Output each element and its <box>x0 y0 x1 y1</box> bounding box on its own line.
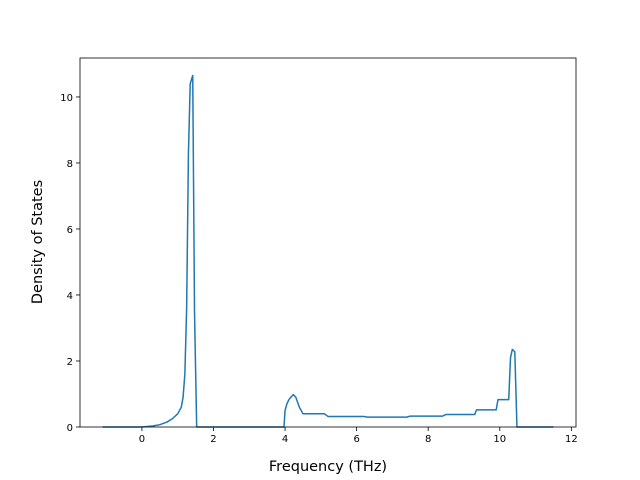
x-axis-label: Frequency (THz) <box>269 459 387 475</box>
plot-frame <box>79 57 577 428</box>
x-tick-label: 10 <box>493 434 506 445</box>
x-tick-label: 0 <box>139 434 145 445</box>
y-tick-label: 2 <box>67 357 73 368</box>
x-tick-label: 4 <box>282 434 288 445</box>
x-tick-label: 8 <box>425 434 431 445</box>
y-tick-label: 10 <box>60 93 73 104</box>
x-tick-label: 2 <box>210 434 216 445</box>
y-axis-label: Density of States <box>30 180 46 304</box>
y-tick-label: 4 <box>67 291 73 302</box>
x-tick-label: 12 <box>565 434 578 445</box>
data-line <box>102 74 554 428</box>
x-tick-label: 6 <box>353 434 359 445</box>
y-tick-label: 8 <box>67 159 73 170</box>
y-tick-label: 6 <box>67 225 73 236</box>
y-tick-label: 0 <box>67 423 73 434</box>
